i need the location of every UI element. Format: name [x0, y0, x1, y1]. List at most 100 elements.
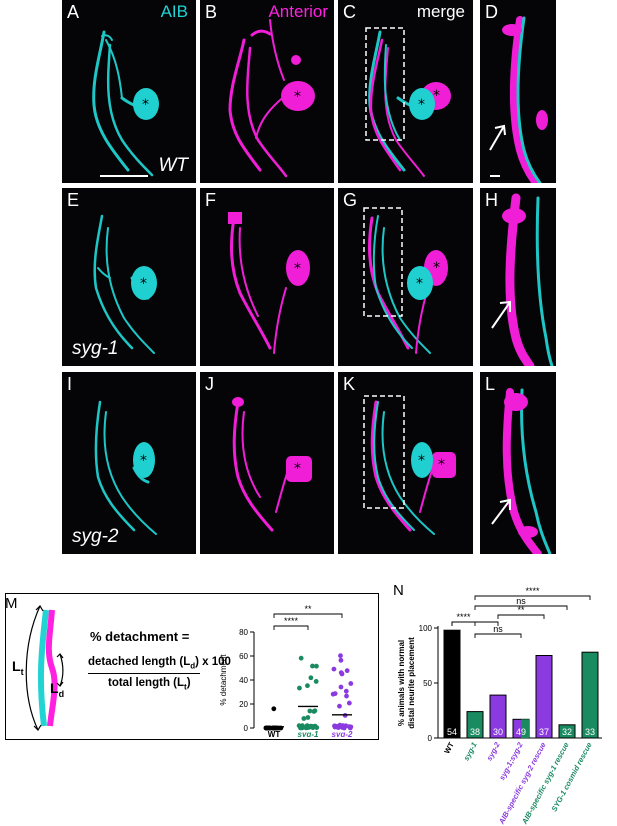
panel-label-f: F — [205, 190, 216, 210]
data-point — [331, 666, 337, 672]
panel-l: L — [480, 372, 556, 554]
sample-size-label: 38 — [470, 727, 480, 737]
panel-label-e: E — [67, 190, 80, 210]
panel-a: A AIB * WT — [62, 0, 196, 183]
x-tick-label: syg-2 — [485, 740, 503, 762]
channel-title-aib: AIB — [160, 2, 188, 21]
aib-micrograph-wt: * — [92, 30, 159, 177]
x-tick-label: WT — [268, 730, 281, 737]
panel-k: K * * — [338, 372, 473, 554]
data-point — [338, 670, 344, 676]
aib-micrograph-syg1: * — [93, 214, 157, 354]
significance-bracket — [273, 625, 309, 630]
svg-text:*: * — [140, 453, 147, 469]
y-tick-label: 0 — [428, 734, 433, 743]
data-point — [337, 703, 342, 709]
significance-bracket — [451, 621, 499, 626]
y-tick-label: 50 — [423, 679, 432, 688]
sample-size-label: 33 — [585, 727, 595, 737]
bar — [581, 651, 599, 739]
condition-label-syg2: syg-2 — [72, 526, 119, 547]
svg-text:*: * — [294, 261, 301, 277]
panel-label-i: I — [67, 374, 73, 394]
panel-label-c: C — [343, 2, 356, 22]
significance-label: **** — [284, 616, 299, 626]
channel-title-anterior: Anterior — [268, 2, 328, 21]
bar — [443, 629, 461, 739]
panel-d: D — [480, 0, 556, 183]
data-point — [338, 653, 343, 659]
data-point — [332, 691, 338, 697]
x-tick-label: syg-1 — [298, 730, 319, 737]
panel-label-l: L — [485, 374, 496, 394]
significance-label: ns — [493, 624, 503, 634]
data-point — [307, 708, 313, 714]
panel-label-a: A — [67, 2, 80, 22]
significance-label: ns — [516, 596, 526, 606]
formula-denominator: total length (Lt) — [108, 677, 191, 692]
significance-label: ** — [304, 604, 312, 614]
panel-label-h: H — [485, 190, 498, 210]
data-point — [305, 724, 311, 730]
significance-bracket — [451, 621, 476, 626]
panel-g: G * * — [338, 188, 473, 366]
formula-lhs: % detachment = — [90, 629, 190, 644]
ld-label: Ld — [50, 680, 65, 699]
significance-bracket — [474, 633, 522, 638]
x-tick-label: syg-1 — [462, 741, 479, 763]
condition-label-wt: WT — [158, 155, 188, 176]
anterior-micrograph-wt: * — [228, 19, 315, 178]
formula-fraction-line — [88, 673, 200, 674]
bar — [489, 694, 507, 739]
data-point — [348, 681, 354, 686]
panel-label-g: G — [343, 190, 358, 210]
y-tick-label: 60 — [239, 652, 248, 661]
significance-label: ** — [517, 605, 525, 615]
anterior-micrograph-syg1: * — [228, 212, 310, 354]
condition-label-syg1: syg-1 — [72, 338, 119, 359]
significance-label: **** — [456, 612, 471, 622]
significance-bracket — [474, 595, 591, 600]
neurite-placement-bar-chart: 0 50 100 % animals with normal distal neurit… — [397, 586, 602, 826]
y-tick-label: 80 — [239, 628, 248, 637]
svg-text:*: * — [294, 461, 301, 477]
data-point — [313, 679, 319, 684]
data-point — [343, 688, 349, 694]
panel-i: I * syg-2 — [62, 372, 196, 554]
y-axis-label: distal neurite placement — [407, 637, 416, 729]
panel-label-k: K — [343, 374, 356, 394]
x-tick-label: syg-2 — [332, 730, 353, 737]
zoom-micrograph-syg1 — [491, 193, 554, 366]
significance-bracket — [497, 614, 545, 619]
y-tick-label: 40 — [239, 676, 248, 685]
y-axis-label: % detachment — [219, 654, 228, 706]
svg-text:*: * — [418, 453, 425, 469]
panel-label-b: B — [205, 2, 218, 22]
scale-bar-a — [100, 175, 148, 177]
detachment-schematic-box: Lt Ld % detachment = detached length (Ld… — [5, 593, 379, 740]
formula-numerator: detached length (Ld) x 100 — [88, 656, 231, 671]
bar — [558, 724, 576, 739]
bar — [535, 655, 553, 739]
significance-bracket — [273, 613, 343, 618]
merge-micrograph-syg1: * * — [363, 207, 448, 354]
data-point — [305, 715, 311, 720]
data-point — [334, 724, 340, 729]
panel-label-j: J — [205, 374, 214, 394]
data-point — [338, 657, 344, 663]
aib-micrograph-syg2: * — [94, 400, 157, 535]
data-point — [344, 668, 350, 674]
panel-f: F * — [200, 188, 334, 366]
data-point — [301, 716, 307, 721]
data-point — [338, 684, 344, 690]
lt-label: Lt — [12, 658, 24, 677]
panel-j: J * — [200, 372, 334, 554]
panel-h: H — [480, 188, 556, 366]
data-point — [271, 706, 277, 712]
svg-text:*: * — [438, 457, 445, 473]
y-tick-label: 100 — [419, 624, 433, 633]
data-point — [347, 725, 353, 731]
svg-text:*: * — [416, 276, 423, 292]
y-axis-label: % animals with normal — [397, 640, 406, 726]
